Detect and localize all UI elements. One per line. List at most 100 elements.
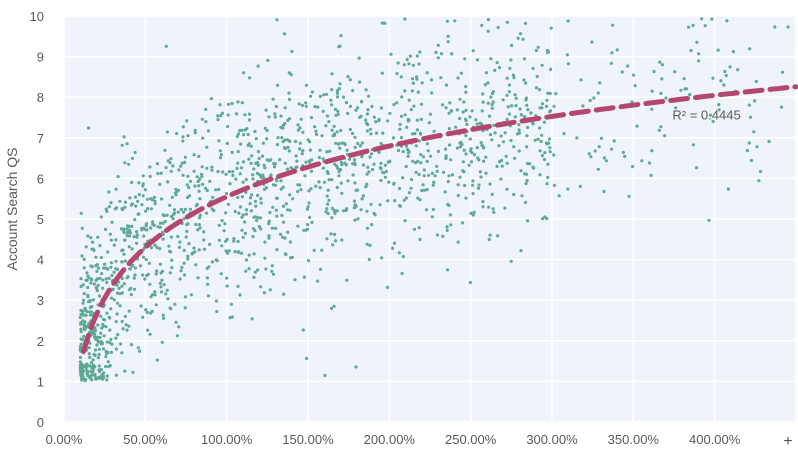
data-point — [406, 154, 410, 158]
data-point — [697, 59, 701, 63]
data-point — [123, 369, 127, 373]
data-point — [103, 227, 108, 231]
data-point — [279, 179, 283, 183]
data-point — [267, 115, 271, 119]
data-point — [309, 187, 313, 191]
data-point — [418, 198, 422, 202]
data-point — [358, 80, 362, 84]
data-point — [281, 185, 285, 189]
data-point — [352, 199, 357, 203]
data-point — [325, 237, 329, 241]
data-point — [411, 159, 415, 163]
data-point — [523, 200, 528, 205]
data-point — [757, 179, 761, 183]
data-point — [383, 175, 387, 179]
data-point — [181, 210, 186, 214]
data-point — [633, 84, 637, 88]
data-point — [203, 186, 208, 190]
data-point — [649, 173, 653, 177]
data-point — [115, 283, 119, 287]
data-point — [109, 238, 113, 242]
data-point — [496, 25, 500, 30]
data-point — [251, 227, 256, 231]
data-point — [354, 365, 358, 369]
data-point — [127, 309, 131, 313]
data-point — [293, 278, 297, 282]
data-point — [260, 154, 265, 158]
data-point — [415, 128, 419, 132]
data-point — [155, 245, 159, 250]
data-point — [523, 21, 528, 25]
data-point — [125, 230, 129, 235]
data-point — [534, 86, 539, 90]
data-point — [401, 255, 405, 259]
data-point — [122, 252, 126, 256]
data-point — [168, 203, 172, 207]
data-point — [96, 266, 100, 270]
data-point — [397, 251, 401, 255]
data-point — [240, 101, 244, 105]
data-point — [160, 197, 164, 201]
data-point — [244, 212, 248, 216]
data-point — [443, 190, 447, 194]
data-point — [262, 291, 266, 295]
data-point — [424, 208, 429, 212]
data-point — [384, 169, 388, 174]
data-point — [382, 171, 386, 175]
data-point — [342, 141, 346, 145]
data-point — [486, 29, 490, 33]
data-point — [425, 159, 429, 163]
data-point — [127, 162, 131, 166]
data-point — [562, 132, 566, 136]
data-point — [297, 102, 301, 106]
data-point — [214, 188, 218, 192]
data-point — [372, 115, 376, 119]
data-point — [652, 69, 656, 74]
data-point — [647, 161, 652, 165]
data-point — [472, 210, 476, 214]
data-point — [224, 172, 228, 176]
data-point — [134, 204, 138, 208]
data-point — [120, 319, 124, 324]
data-point — [308, 94, 313, 98]
data-point — [472, 153, 477, 157]
data-point — [240, 228, 244, 232]
data-point — [440, 103, 445, 107]
data-point — [484, 171, 488, 175]
data-point — [105, 311, 109, 315]
data-point — [631, 73, 636, 77]
data-point — [246, 143, 250, 147]
x-tick-label: 250.00% — [445, 432, 497, 447]
data-point — [99, 256, 103, 260]
data-point — [219, 114, 223, 118]
data-point — [114, 259, 118, 263]
data-point — [435, 169, 439, 173]
data-point — [93, 365, 97, 369]
data-point — [422, 168, 426, 172]
data-point — [726, 187, 731, 191]
data-point — [411, 132, 415, 136]
data-point — [253, 270, 257, 274]
data-point — [403, 219, 407, 223]
data-point — [205, 276, 209, 280]
data-point — [187, 242, 191, 246]
data-point — [364, 185, 368, 189]
data-point — [448, 101, 452, 105]
data-point — [200, 174, 204, 179]
data-point — [723, 69, 727, 74]
data-point — [123, 200, 127, 204]
data-point — [113, 207, 117, 211]
data-point — [235, 166, 239, 170]
data-point — [436, 56, 440, 60]
data-point — [432, 180, 436, 184]
data-point — [327, 178, 331, 182]
data-point — [471, 179, 475, 183]
data-point — [321, 109, 325, 113]
data-point — [487, 205, 491, 209]
y-tick-label: 6 — [37, 171, 44, 186]
data-point — [360, 100, 364, 104]
data-point — [165, 130, 169, 134]
data-point — [91, 373, 95, 377]
data-point — [540, 63, 544, 67]
data-point — [447, 203, 451, 207]
